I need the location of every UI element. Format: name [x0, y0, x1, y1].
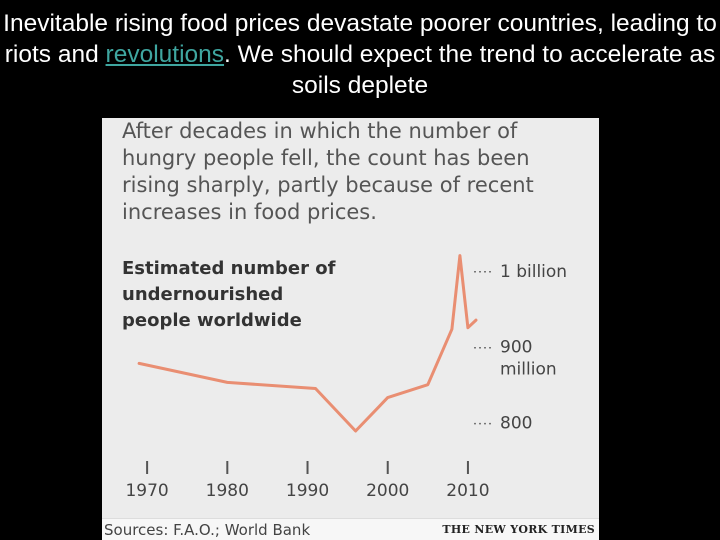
- chart-caption: After decades in which the number of hun…: [122, 119, 534, 224]
- y-tick-label-800: 800: [500, 414, 532, 434]
- data-point-0-3: [354, 429, 357, 433]
- x-tick-label-1990: 1990: [286, 481, 329, 501]
- chart-panel: After decades in which the number of hun…: [102, 118, 599, 540]
- x-tick-label-1980: 1980: [206, 481, 249, 501]
- line-chart: 1 billion 900 million 800 1970 1980 1990 2000 20…: [125, 254, 567, 501]
- data-point-0-2: [314, 387, 317, 390]
- y-tick-label-900: 900 million: [500, 338, 557, 380]
- data-point-0-7: [458, 254, 462, 257]
- data-point-0-5: [426, 383, 430, 386]
- y-tick-label-1000: 1 billion: [500, 262, 567, 282]
- data-point-0-0: [137, 362, 141, 365]
- revolutions-link[interactable]: revolutions: [105, 41, 225, 68]
- series-line-0: [137, 254, 478, 433]
- chart-footer: Sources: F.A.O.; World Bank THE NEW YORK…: [102, 518, 599, 540]
- data-point-0-6: [450, 328, 454, 331]
- chart-title: Estimated number of undernourished peopl…: [122, 258, 336, 331]
- slide-title: Inevitable rising food prices devastate …: [0, 8, 720, 101]
- x-tick-label-2000: 2000: [366, 481, 409, 501]
- slide-title-text-2: . We should expect the trend to accelera…: [224, 41, 716, 99]
- x-tick-label-1970: 1970: [125, 481, 168, 501]
- data-point-0-1: [226, 381, 229, 384]
- data-point-0-4: [386, 396, 389, 399]
- slide-title-text-1: Inevitable rising food prices devastate …: [3, 10, 717, 68]
- x-tick-label-2010: 2010: [446, 481, 489, 501]
- source-note: Sources: F.A.O.; World Bank: [104, 521, 311, 539]
- data-point-0-9: [474, 318, 478, 322]
- data-point-0-8: [466, 326, 470, 329]
- credit-logo: THE NEW YORK TIMES: [442, 523, 595, 536]
